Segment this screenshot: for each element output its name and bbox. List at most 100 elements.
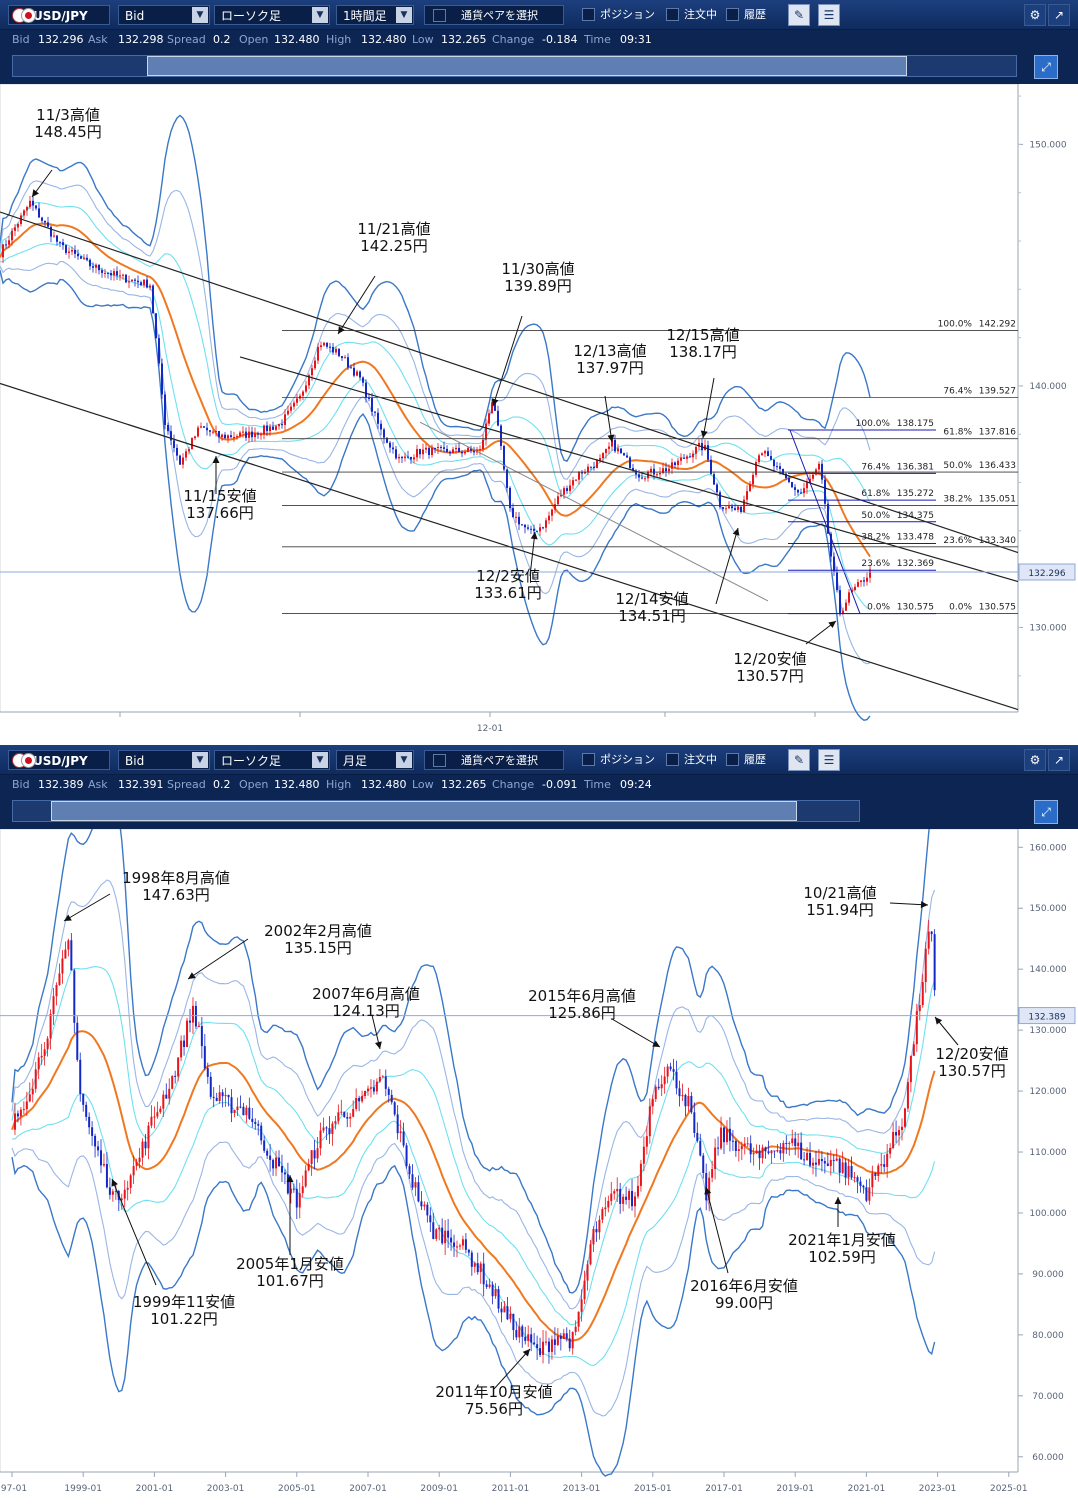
pair-select-button[interactable]: 通貨ペアを選択 <box>424 5 564 25</box>
open-value: 132.480 <box>274 778 320 791</box>
time-value: 09:24 <box>620 778 652 791</box>
candle-body <box>620 448 622 454</box>
pair-select-button[interactable]: 通貨ペアを選択 <box>424 750 564 770</box>
x-tick-label: 2005-01 <box>278 1484 316 1494</box>
candle-body <box>749 1143 752 1155</box>
candle-body <box>557 496 559 505</box>
range-slider-track[interactable] <box>12 55 1017 77</box>
candle-body <box>245 431 247 438</box>
candle-body <box>319 1130 322 1149</box>
candle-body <box>361 1096 364 1102</box>
candle-body <box>710 459 712 475</box>
hourly-chart-svg[interactable]: 150.000 140.000 130.000 12-01 142.292 100.0% 1… <box>0 83 1078 740</box>
candle-body <box>328 1128 331 1135</box>
candle-body <box>212 1096 215 1098</box>
gear-icon[interactable]: ⚙ <box>1024 749 1046 771</box>
annotation-title: 12/2安値 <box>476 567 540 585</box>
candle-body <box>927 931 930 949</box>
candle-body <box>800 1142 803 1160</box>
candle-body <box>110 273 112 276</box>
history-checkbox[interactable] <box>726 8 739 21</box>
ask-label: Ask <box>88 778 108 791</box>
candle-body <box>749 484 751 492</box>
x-tick-label: 2023-01 <box>919 1484 957 1494</box>
candle-body <box>779 1150 782 1154</box>
candle-body <box>70 940 73 971</box>
chart-type-select[interactable]: ローソク足 ▼ <box>214 5 330 25</box>
range-slider-window[interactable] <box>147 56 907 76</box>
timeframe-select[interactable]: 1時間足 ▼ <box>336 5 414 25</box>
candle-body <box>61 958 64 974</box>
candle-body <box>105 1163 108 1188</box>
annotation-arrow <box>715 527 739 605</box>
y-tick-label: 130.000 <box>1029 1026 1066 1036</box>
candle-body <box>266 1150 269 1156</box>
candle-body <box>200 426 202 428</box>
hourly-chart[interactable]: 150.000 140.000 130.000 12-01 142.292 100.0% 1… <box>0 83 1078 740</box>
current-price-box <box>1018 1007 1076 1025</box>
candle-body <box>428 447 430 456</box>
expand-icon[interactable]: ⤢ <box>1034 55 1058 79</box>
candle-body <box>257 1123 260 1126</box>
candle-body <box>441 1227 444 1244</box>
annotation-arrowhead <box>522 1349 530 1357</box>
fib-level: 100.0% <box>938 320 973 330</box>
pair-select-checkbox[interactable] <box>433 9 446 22</box>
orders-checkbox[interactable] <box>666 8 679 21</box>
annotation-arrowhead <box>652 1040 660 1047</box>
currency-pair-select[interactable]: USD/JPY <box>8 750 110 770</box>
price-type-select[interactable]: Bid ▼ <box>118 750 210 770</box>
candle-body <box>248 1107 251 1119</box>
annotation-value: 125.86円 <box>548 1004 616 1022</box>
popout-icon[interactable]: ↗ <box>1048 4 1070 26</box>
fib-level: 0.0% <box>867 603 890 613</box>
monthly-chart[interactable]: 160.000 150.000 140.000 130.000 120.000 110.0… <box>0 784 1078 1502</box>
quote-bar: Bid 132.296 Ask 132.298 Spread 0.2 Open … <box>0 30 1078 50</box>
chart-type-select[interactable]: ローソク足 ▼ <box>214 750 330 770</box>
candle-body <box>547 1341 550 1352</box>
indicator-list-icon[interactable]: ☰ <box>818 749 840 771</box>
indicator-list-icon[interactable]: ☰ <box>818 4 840 26</box>
y-tick-label: 120.000 <box>1029 1087 1066 1097</box>
drawing-tool-icon[interactable]: ✎ <box>788 749 810 771</box>
candle-body <box>524 524 526 528</box>
candle-body <box>390 1094 393 1103</box>
candle-body <box>8 240 10 245</box>
orders-checkbox[interactable] <box>666 753 679 766</box>
annotation-title: 12/20安値 <box>935 1045 1008 1063</box>
candle-body <box>731 506 733 509</box>
candle-body <box>794 1138 797 1147</box>
fib-value: 130.575 <box>979 603 1016 613</box>
candle-body <box>38 208 40 218</box>
candle-body <box>402 1131 405 1146</box>
range-slider-window[interactable] <box>51 801 797 821</box>
candle-body <box>179 455 181 465</box>
candle-body <box>455 447 457 450</box>
gear-icon[interactable]: ⚙ <box>1024 4 1046 26</box>
timeframe-select[interactable]: 月足 ▼ <box>336 750 414 770</box>
candle-body <box>713 474 715 485</box>
candle-body <box>194 1005 197 1027</box>
candle-body <box>545 1341 547 1343</box>
x-tick-label: 2013-01 <box>563 1484 601 1494</box>
price-type-select[interactable]: Bid ▼ <box>118 5 210 25</box>
candle-body <box>159 1108 162 1113</box>
candle-body <box>574 1326 577 1332</box>
position-checkbox[interactable] <box>582 8 595 21</box>
expand-icon[interactable]: ⤢ <box>1034 800 1058 824</box>
currency-pair-select[interactable]: USD/JPY <box>8 5 110 25</box>
history-checkbox[interactable] <box>726 753 739 766</box>
drawing-tool-icon[interactable]: ✎ <box>788 4 810 26</box>
y-tick-label: 150.000 <box>1029 904 1066 914</box>
candle-body <box>301 1186 304 1194</box>
candle-body <box>389 442 391 448</box>
candle-body <box>197 1025 200 1027</box>
monthly-chart-svg[interactable]: 160.000 150.000 140.000 130.000 120.000 110.0… <box>0 784 1078 1502</box>
range-slider-track[interactable] <box>12 800 860 822</box>
candle-body <box>680 457 682 461</box>
popout-icon[interactable]: ↗ <box>1048 749 1070 771</box>
pair-select-checkbox[interactable] <box>433 754 446 767</box>
position-checkbox[interactable] <box>582 753 595 766</box>
candle-body <box>515 1330 518 1338</box>
annotation-value: 75.56円 <box>465 1400 523 1418</box>
